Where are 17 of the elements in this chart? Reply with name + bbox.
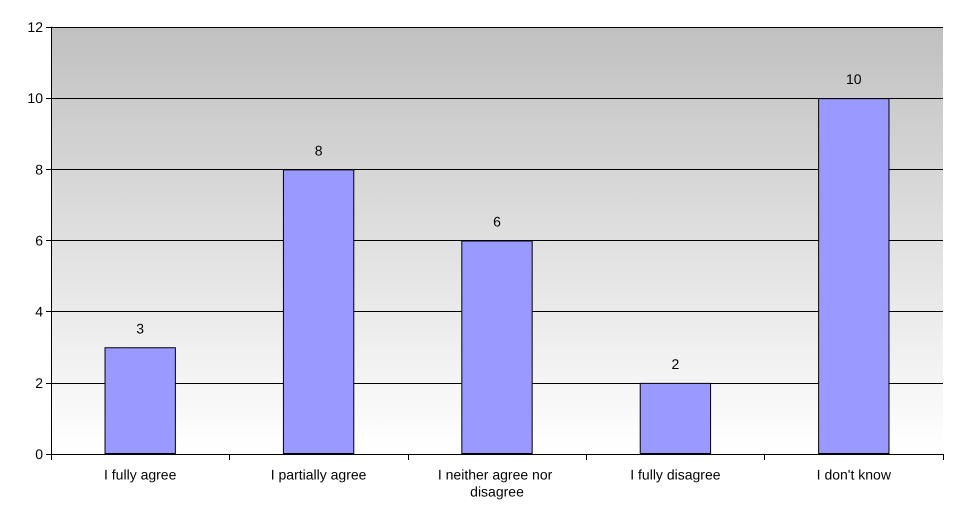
y-tick-label: 8 (35, 161, 44, 178)
x-tick-label: I fully agree (104, 466, 177, 482)
data-label: 8 (314, 142, 323, 158)
data-label: 6 (493, 214, 502, 230)
x-tick-label: I fully disagree (630, 466, 721, 482)
x-tick-label: I neither agree nor disagree (438, 466, 556, 500)
x-tick-label: I don't know (816, 466, 892, 482)
y-tick-label: 6 (35, 232, 44, 248)
y-tick-label: 0 (35, 446, 44, 462)
x-tick-label: I partially agree (270, 466, 367, 482)
y-tick-label: 2 (35, 374, 44, 391)
data-label: 3 (136, 320, 144, 336)
data-label: 2 (672, 356, 680, 372)
data-label: 10 (846, 71, 862, 88)
y-tick-label: 12 (27, 19, 44, 35)
y-tick-label: 4 (35, 304, 44, 320)
y-tick-label: 10 (27, 90, 44, 106)
